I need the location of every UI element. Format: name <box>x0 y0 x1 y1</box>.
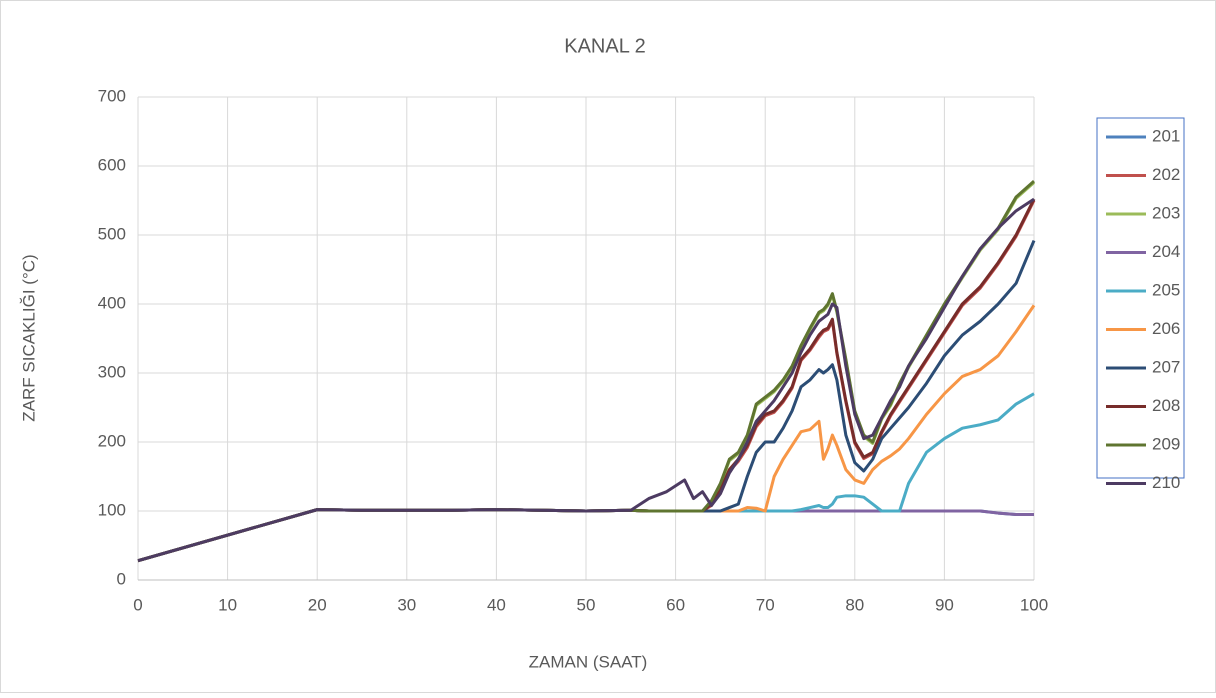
y-tick-label: 200 <box>98 431 126 450</box>
x-tick-label: 50 <box>577 595 596 614</box>
y-tick-label: 0 <box>117 569 126 588</box>
legend-label: 201 <box>1152 126 1180 145</box>
x-tick-label: 70 <box>756 595 775 614</box>
legend-label: 208 <box>1152 396 1180 415</box>
x-tick-label: 60 <box>666 595 685 614</box>
x-axis-label: ZAMAN (SAAT) <box>529 652 648 671</box>
x-tick-label: 30 <box>397 595 416 614</box>
chart-title: KANAL 2 <box>564 35 646 57</box>
legend-label: 205 <box>1152 280 1180 299</box>
legend-box <box>1096 117 1185 479</box>
legend-label: 206 <box>1152 319 1180 338</box>
legend-label: 202 <box>1152 165 1180 184</box>
legend-label: 207 <box>1152 357 1180 376</box>
legend-label: 209 <box>1152 434 1180 453</box>
x-tick-label: 20 <box>308 595 327 614</box>
legend-label: 210 <box>1152 473 1180 492</box>
y-tick-label: 300 <box>98 362 126 381</box>
x-tick-label: 40 <box>487 595 506 614</box>
x-tick-label: 10 <box>218 595 237 614</box>
y-tick-label: 500 <box>98 224 126 243</box>
x-tick-label: 0 <box>133 595 142 614</box>
x-tick-label: 100 <box>1020 595 1048 614</box>
y-axis-label: ZARF SICAKLIĞI (°C) <box>19 254 38 421</box>
x-tick-label: 80 <box>845 595 864 614</box>
x-tick-label: 90 <box>935 595 954 614</box>
y-tick-label: 400 <box>98 293 126 312</box>
y-tick-label: 600 <box>98 155 126 174</box>
y-tick-label: 700 <box>98 86 126 105</box>
legend-label: 203 <box>1152 203 1180 222</box>
legend-label: 204 <box>1152 242 1180 261</box>
y-tick-label: 100 <box>98 500 126 519</box>
series-line <box>137 197 1035 563</box>
